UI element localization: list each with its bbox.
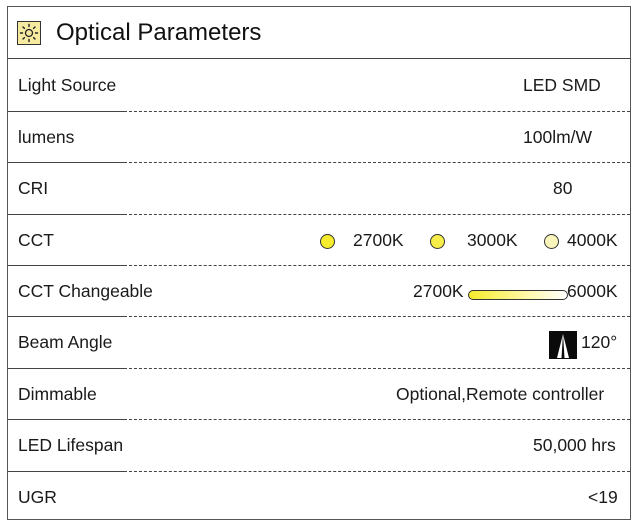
row-value: 50,000 hrs	[533, 435, 616, 455]
row-label: lumens	[18, 127, 75, 147]
cct-gradient-bar	[468, 290, 568, 300]
sun-icon	[17, 21, 41, 45]
row-value: 100lm/W	[523, 127, 593, 147]
color-swatch-icon	[320, 234, 335, 249]
row-label: Dimmable	[18, 384, 97, 404]
cct-option-label: 3000K	[467, 230, 518, 250]
row-label: UGR	[18, 487, 57, 507]
color-swatch-icon	[430, 234, 445, 249]
cct-range-min: 2700K	[413, 281, 464, 301]
row-label: CRI	[18, 178, 49, 198]
optical-parameters-table: Optical Parameters Light Source LED SMD …	[7, 6, 631, 520]
row-ugr: UGR <19	[8, 471, 630, 523]
row-value: 80	[553, 178, 573, 198]
row-value: <19	[588, 487, 618, 507]
row-value: Optional,Remote controller	[396, 384, 605, 404]
row-beam-angle: Beam Angle 120°	[8, 316, 630, 368]
row-led-lifespan: LED Lifespan 50,000 hrs	[8, 419, 630, 471]
row-value: LED SMD	[523, 75, 601, 95]
beam-angle-icon	[549, 331, 577, 359]
row-label: Beam Angle	[18, 332, 113, 352]
row-cct: CCT 2700K 3000K 4000K	[8, 214, 630, 266]
cct-option-label: 4000K	[567, 230, 618, 250]
color-swatch-icon	[544, 234, 559, 249]
row-cct-changeable: CCT Changeable 2700K 6000K	[8, 265, 630, 317]
page-title: Optical Parameters	[56, 19, 262, 46]
row-cri: CRI 80	[8, 162, 630, 214]
row-label: LED Lifespan	[18, 435, 124, 455]
table-header: Optical Parameters	[8, 7, 630, 59]
row-dimmable: Dimmable Optional,Remote controller	[8, 368, 630, 420]
row-label: Light Source	[18, 75, 117, 95]
cct-range-max: 6000K	[567, 281, 618, 301]
row-label: CCT	[18, 230, 54, 250]
row-value: 120°	[581, 332, 618, 352]
row-label: CCT Changeable	[18, 281, 153, 301]
cct-option-label: 2700K	[353, 230, 404, 250]
row-light-source: Light Source LED SMD	[8, 59, 630, 111]
row-lumens: lumens 100lm/W	[8, 111, 630, 163]
